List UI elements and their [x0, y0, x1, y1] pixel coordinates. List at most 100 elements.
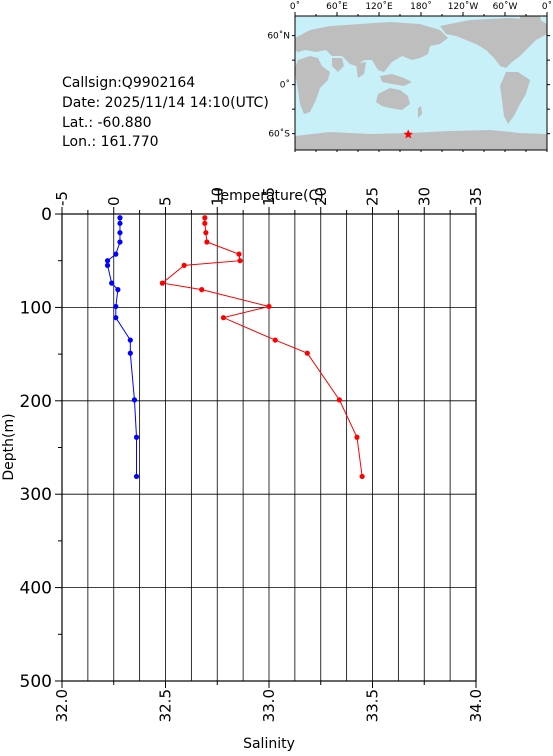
salinity-tick-label: 32.0	[53, 689, 71, 722]
float-position-star-icon	[403, 129, 413, 139]
depth-tick-label: 0	[41, 205, 52, 225]
temperature-data-point	[336, 397, 342, 403]
chart-minor-ticks	[55, 207, 477, 688]
salinity-tick-label: 33.5	[364, 689, 382, 722]
map-lon-label: 60˚W	[493, 1, 518, 12]
salinity-data-point	[104, 258, 111, 264]
map-lon-label: 0˚	[290, 1, 300, 12]
depth-tick-label: 100	[20, 298, 52, 318]
temperature-data-point	[220, 315, 227, 321]
landmass-north-america	[440, 18, 547, 68]
depth-tick-label: 200	[20, 392, 52, 412]
salinity-data-point	[115, 287, 121, 293]
temperature-tick-label: 20	[312, 187, 330, 206]
salinity-data-point	[113, 315, 119, 321]
salinity-tick-label: 33.0	[260, 689, 278, 722]
landmass-japan	[414, 44, 420, 58]
salinity-data-point	[113, 251, 119, 257]
series-layer	[104, 215, 365, 480]
temperature-data-point	[266, 303, 272, 310]
salinity-series	[104, 215, 140, 480]
callsign-text: Callsign:Q9902164	[62, 75, 195, 91]
map-lon-label: 120˚E	[365, 1, 393, 12]
salinity-tick-labels: 32.0 32.5 33.0 33.5 34.0	[53, 689, 485, 722]
temperature-tick-label: 5	[157, 196, 175, 206]
salinity-tick-label: 34.0	[467, 689, 485, 722]
temperature-data-point	[159, 280, 165, 286]
salinity-data-point	[117, 215, 123, 221]
salinity-data-point	[133, 473, 140, 480]
date-text: Date: 2025/11/14 14:10(UTC)	[62, 95, 269, 111]
landmass-australia	[376, 88, 410, 110]
map-lat-label: 60˚N	[267, 31, 290, 42]
map-ticks	[292, 12, 550, 152]
salinity-data-point	[104, 262, 111, 268]
depth-tick-label: 500	[20, 672, 52, 692]
temperature-tick-label: 15	[260, 187, 278, 206]
temperature-tick-labels: -5 0 5 10 15 20 25 30 35	[53, 187, 485, 206]
landmass-arabia-india	[332, 58, 366, 78]
temperature-data-point	[203, 230, 209, 236]
salinity-data-point	[127, 350, 133, 356]
map-lon-label: 120˚W	[448, 1, 479, 12]
map-landmasses	[295, 16, 547, 150]
temperature-tick-label: 0	[105, 196, 123, 206]
depth-axis-title: Depth(m)	[1, 413, 17, 480]
temperature-tick-label: 35	[467, 187, 485, 206]
salinity-data-point	[127, 337, 133, 343]
landmass-south-america	[500, 72, 530, 124]
temperature-axis-title: Temperature(C)	[213, 188, 323, 204]
depth-tick-label: 300	[20, 485, 52, 505]
temperature-tick-label: 10	[208, 187, 226, 206]
map-lat-label: 60˚S	[268, 129, 290, 140]
temperature-tick-label: 30	[415, 187, 433, 206]
salinity-data-point	[109, 280, 115, 286]
landmass-eurasia	[295, 22, 448, 72]
salinity-axis-title: Salinity	[243, 736, 295, 751]
profile-chart: -5 0 5 10 15 20 25 30 35 32.0 32.5 33.0 33.5 34.0 01…	[1, 187, 485, 752]
temperature-data-point	[202, 220, 208, 226]
landmass-southeast-asia	[380, 74, 412, 86]
map-lon-label: 0˚	[542, 1, 552, 12]
temperature-data-point	[204, 239, 210, 245]
temperature-data-point	[199, 287, 205, 293]
salinity-data-point	[133, 434, 140, 440]
temperature-data-point	[359, 473, 365, 480]
temperature-data-point	[304, 350, 310, 356]
salinity-profile-line	[107, 217, 138, 477]
salinity-data-point	[117, 220, 123, 226]
map-lon-label: 60˚E	[326, 1, 348, 12]
landmass-greenland	[520, 16, 542, 30]
temperature-data-point	[181, 262, 187, 268]
temperature-series	[159, 215, 365, 480]
world-map: 0˚ 60˚E 120˚E 180˚ 120˚W 60˚W 0˚ 60˚N 0˚…	[267, 1, 552, 152]
temperature-data-point	[236, 251, 242, 257]
float-info: Callsign:Q9902164 Date: 2025/11/14 14:10…	[62, 75, 269, 150]
temperature-data-point	[354, 434, 360, 440]
depth-tick-labels: 0 100 200 300 400 500	[20, 205, 52, 692]
salinity-data-point	[117, 230, 123, 236]
temperature-data-point	[237, 258, 243, 264]
temperature-data-point	[272, 337, 278, 343]
chart-grid	[61, 213, 477, 682]
salinity-tick-label: 32.5	[157, 689, 175, 722]
float-position-marker	[403, 129, 413, 139]
landmass-africa	[295, 56, 330, 114]
longitude-text: Lon.: 161.770	[62, 134, 159, 150]
latitude-text: Lat.: -60.880	[62, 115, 152, 131]
salinity-data-point	[117, 239, 123, 245]
plot-frame	[61, 213, 477, 682]
depth-tick-label: 400	[20, 579, 52, 599]
temperature-data-point	[202, 215, 208, 221]
temperature-tick-label: -5	[53, 191, 71, 206]
temperature-tick-label: 25	[364, 187, 382, 206]
salinity-data-point	[131, 397, 138, 403]
salinity-data-point	[113, 303, 119, 310]
map-lon-label: 180˚	[410, 1, 432, 12]
landmass-antarctica	[295, 130, 547, 150]
map-lat-label: 0˚	[280, 80, 290, 91]
landmass-new-zealand	[418, 106, 422, 118]
temperature-profile-line	[161, 217, 363, 477]
